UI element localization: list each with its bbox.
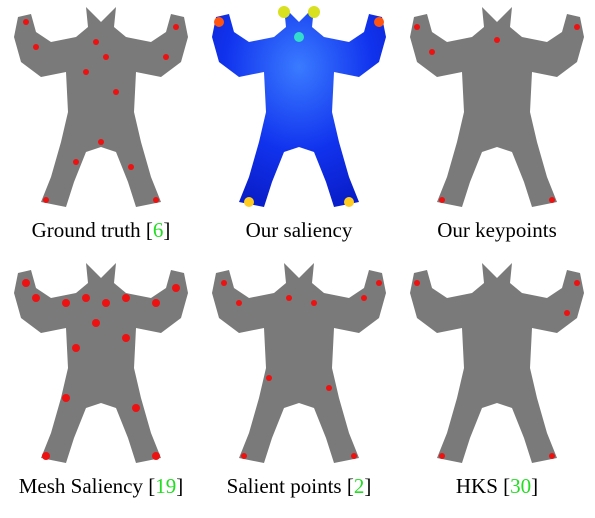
mesh-image	[6, 258, 196, 468]
caption: Our saliency	[200, 218, 398, 243]
figure: Ground truth [6] Our saliency Our keypoi…	[0, 0, 595, 518]
panel: Mesh Saliency [19]	[2, 258, 200, 499]
citation[interactable]: 19	[155, 474, 176, 498]
bracket: ]	[163, 218, 170, 242]
bracket: ]	[176, 474, 183, 498]
panel: Our saliency	[200, 2, 398, 243]
mesh-image	[204, 2, 394, 212]
caption-text: Mesh Saliency	[19, 474, 143, 498]
bracket: [	[146, 218, 153, 242]
panel: Ground truth [6]	[2, 2, 200, 243]
panel: Our keypoints	[398, 2, 595, 243]
caption-text: Salient points	[227, 474, 342, 498]
bracket: ]	[531, 474, 538, 498]
citation[interactable]: 6	[153, 218, 164, 242]
caption: Ground truth [6]	[2, 218, 200, 243]
caption: Salient points [2]	[200, 474, 398, 499]
mesh-image	[6, 2, 196, 212]
panel: Salient points [2]	[200, 258, 398, 499]
panel: HKS [30]	[398, 258, 595, 499]
caption: Our keypoints	[398, 218, 595, 243]
mesh-image	[204, 258, 394, 468]
citation[interactable]: 30	[510, 474, 531, 498]
bracket: ]	[364, 474, 371, 498]
caption-text: Our saliency	[246, 218, 353, 242]
caption: Mesh Saliency [19]	[2, 474, 200, 499]
mesh-image	[402, 258, 592, 468]
bracket: [	[347, 474, 354, 498]
caption-text: HKS	[456, 474, 498, 498]
citation[interactable]: 2	[354, 474, 365, 498]
caption: HKS [30]	[398, 474, 595, 499]
caption-text: Ground truth	[32, 218, 141, 242]
caption-text: Our keypoints	[437, 218, 557, 242]
mesh-image	[402, 2, 592, 212]
